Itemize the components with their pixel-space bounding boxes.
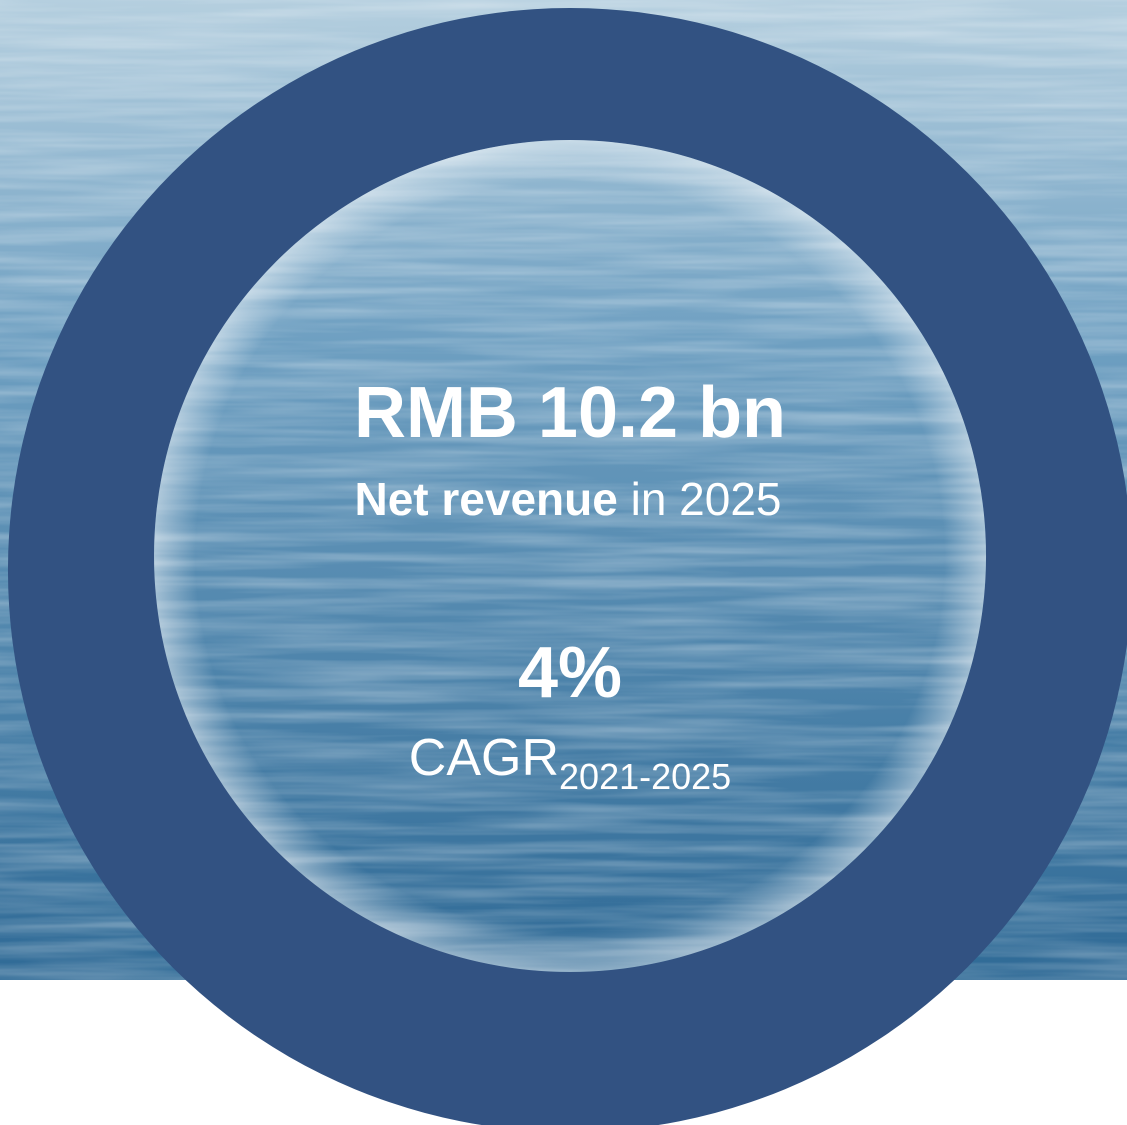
headline-value: RMB 10.2 bn (354, 373, 786, 453)
growth-label-main: CAGR (409, 729, 559, 787)
headline-label-rest: in 2025 (631, 473, 782, 525)
growth-value: 4% (518, 633, 622, 713)
infographic: RMB 10.2 bn Net revenue in 2025 4% CAGR2… (0, 0, 1127, 1125)
growth-period: 2021-2025 (559, 756, 731, 797)
headline-label: Net revenue in 2025 (354, 473, 781, 525)
inner-glow (154, 140, 986, 972)
headline-label-bold: Net revenue (354, 473, 617, 525)
